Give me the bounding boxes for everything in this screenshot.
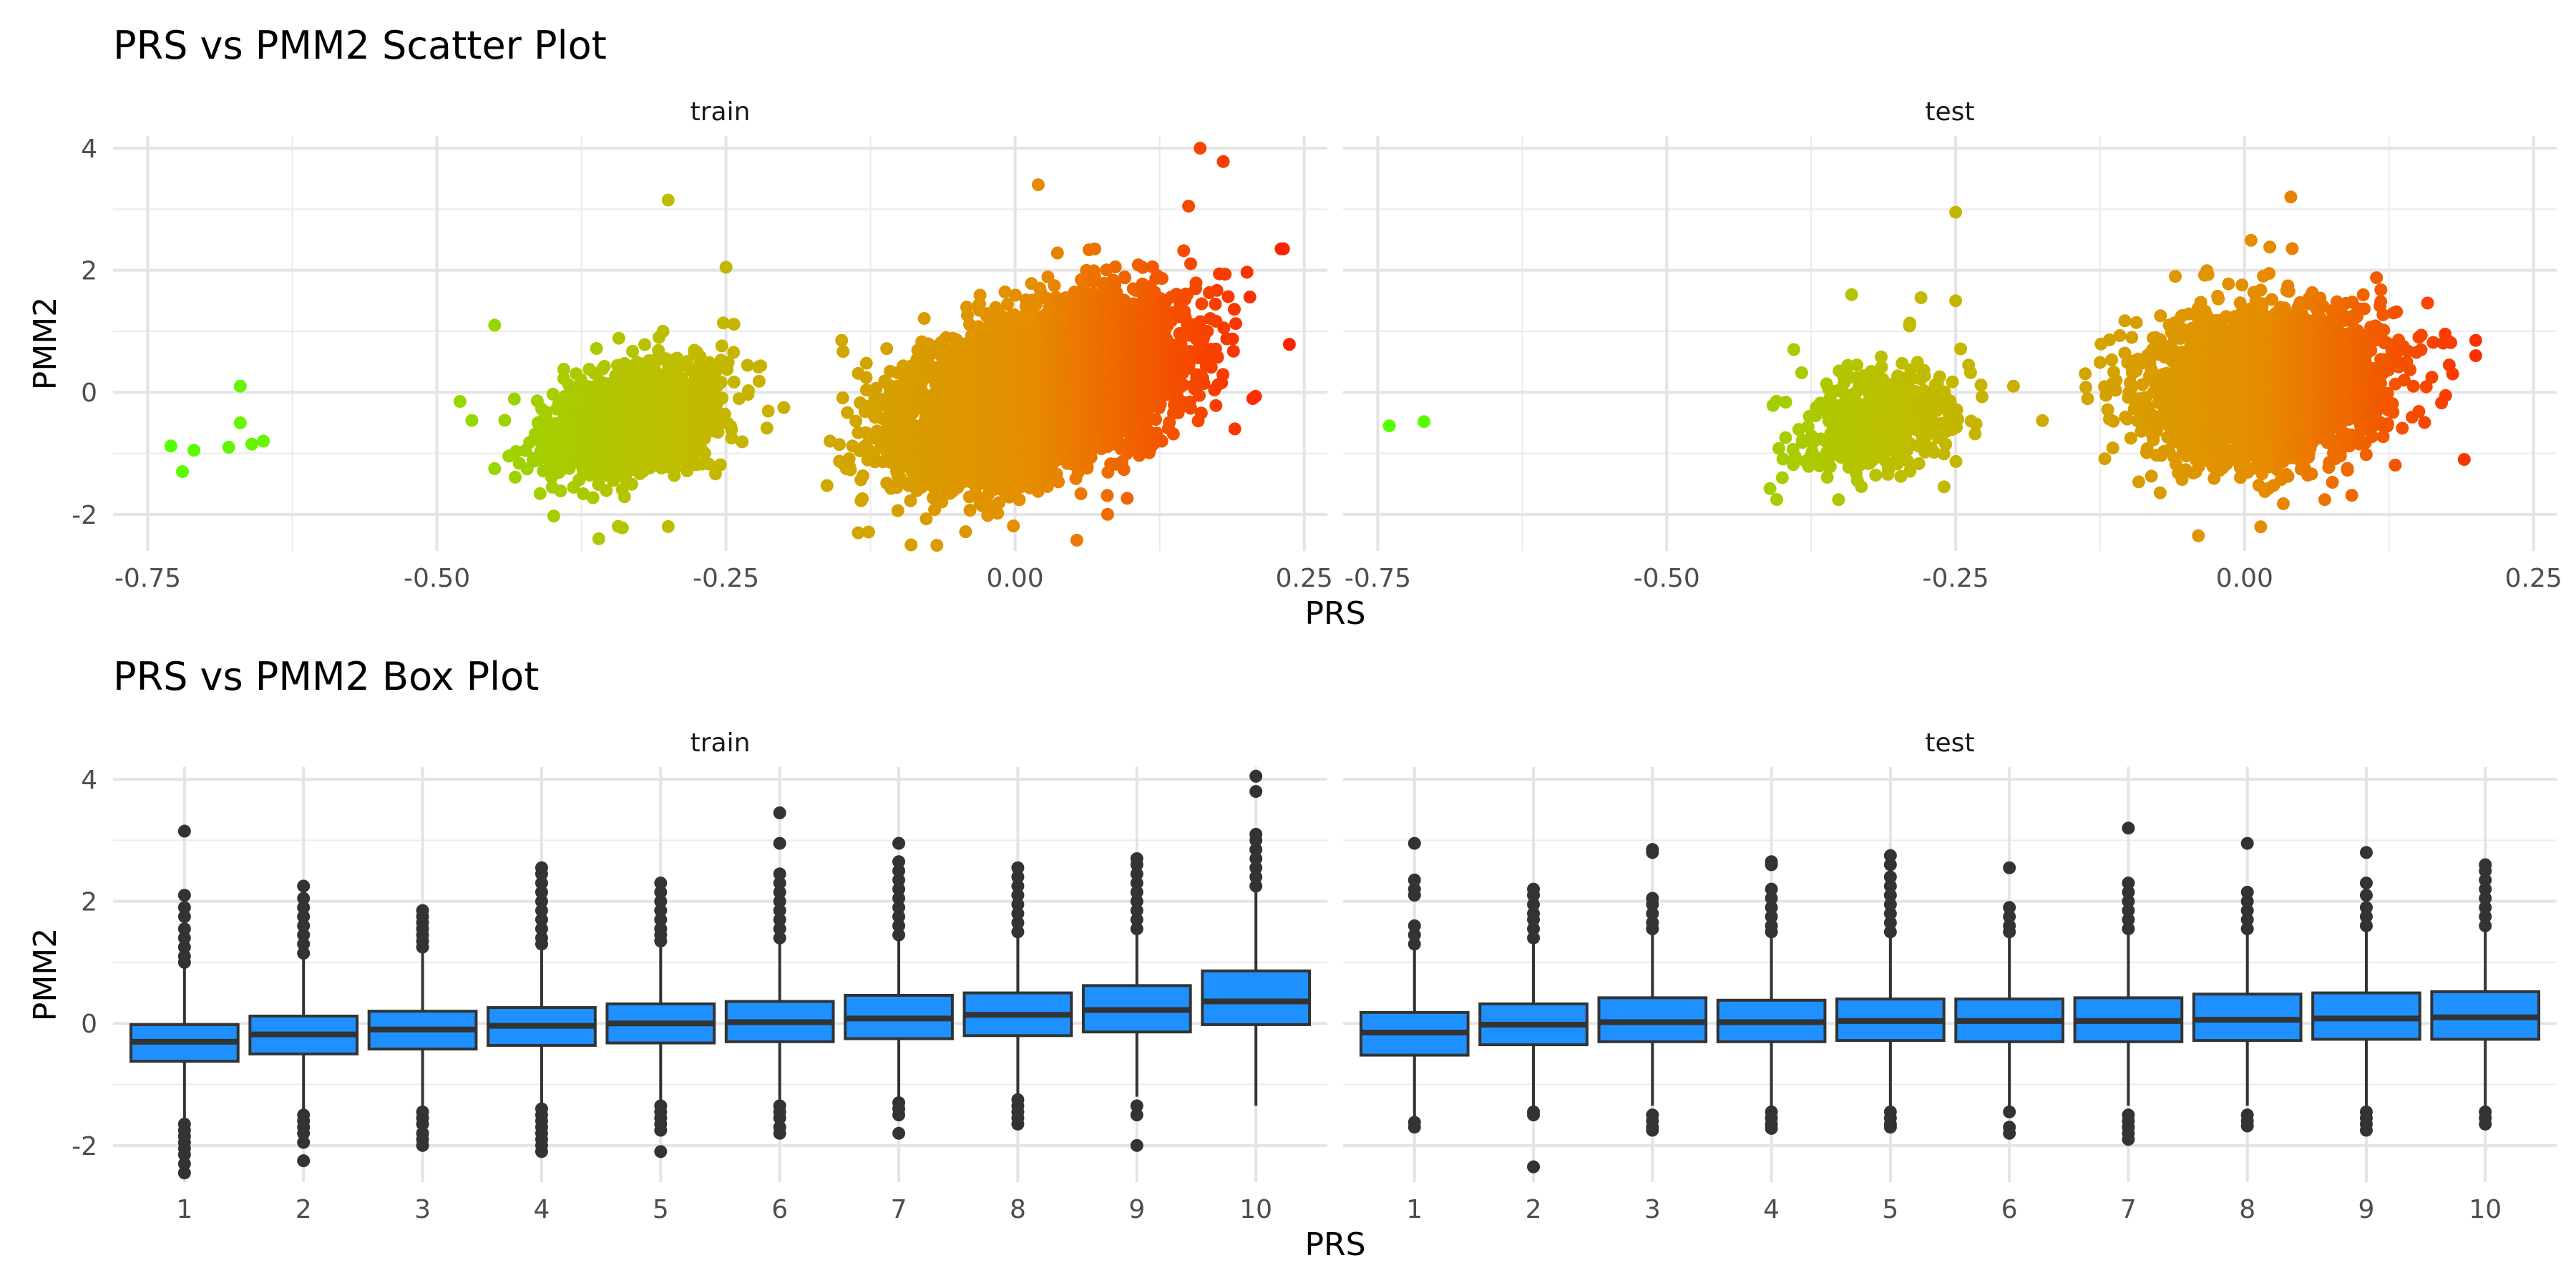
scatter-point (223, 441, 235, 454)
scatter-point (720, 260, 733, 273)
scatter-point (613, 332, 625, 345)
scatter-point (587, 492, 600, 504)
scatter-point (657, 325, 670, 338)
scatter-point (856, 492, 869, 505)
scatter-point (857, 469, 869, 482)
scatter-point (590, 342, 603, 355)
scatter-point (833, 438, 846, 451)
scatter-point (836, 391, 849, 404)
scatter-point (753, 375, 766, 388)
scatter-point (488, 462, 501, 475)
scatter-point (930, 539, 943, 552)
scatter-point (880, 342, 893, 355)
x-tick-label: -0.75 (114, 564, 181, 593)
scatter-point (547, 509, 560, 522)
strip-label: train (691, 97, 751, 127)
scatter-point (849, 415, 862, 428)
scatter-title: PRS vs PMM2 Scatter Plot (113, 23, 607, 68)
scatter-point (754, 359, 767, 372)
scatter-point (234, 416, 247, 429)
scatter-point (727, 346, 740, 358)
y-tick-label: -2 (72, 501, 97, 530)
scatter-y-axis-label: PMM2 (27, 297, 64, 390)
scatter-point (1007, 519, 1020, 532)
x-tick-label: -0.25 (693, 564, 759, 593)
scatter-point (498, 414, 511, 426)
scatter-point (844, 464, 857, 477)
scatter-point (835, 334, 848, 347)
y-tick-label: 0 (81, 379, 97, 408)
scatter-point (836, 345, 849, 358)
scatter-point (626, 345, 639, 358)
scatter-point (715, 376, 728, 389)
scatter-point (616, 522, 629, 535)
scatter-point (821, 479, 834, 492)
scatter-point (625, 478, 638, 491)
scatter-point (974, 289, 987, 302)
scatter-point (534, 487, 547, 500)
scatter-point (187, 444, 200, 457)
scatter-point (741, 359, 754, 372)
scatter-point (736, 435, 748, 448)
scatter-point (257, 435, 270, 448)
scatter-point (714, 459, 727, 472)
scatter-point (176, 465, 189, 478)
scatter-point (508, 393, 521, 406)
scatter-point (245, 438, 258, 451)
scatter-point (728, 318, 741, 331)
y-tick-label: 2 (81, 257, 97, 286)
scatter-point (618, 490, 631, 503)
scatter-point (488, 318, 501, 331)
scatter-point (742, 384, 755, 397)
figure-background (0, 0, 2576, 1288)
scatter-point (454, 395, 467, 408)
scatter-point (662, 520, 675, 533)
scatter-point (662, 194, 675, 207)
scatter-point (165, 439, 177, 452)
x-tick-label: 0.25 (1276, 564, 1333, 593)
scatter-point (592, 532, 605, 545)
scatter-point (892, 504, 904, 517)
scatter-point (638, 338, 651, 351)
figure: PRS vs PMM2 Scatter Plot PRS PMM2 train -… (0, 0, 2576, 1288)
scatter-point (465, 414, 478, 427)
scatter-point (716, 391, 728, 404)
scatter-point (904, 539, 917, 552)
scatter-point (761, 421, 774, 434)
scatter-point (557, 363, 570, 376)
scatter-point (762, 405, 775, 418)
y-tick-label: 4 (81, 135, 97, 164)
scatter-point (555, 484, 567, 497)
scatter-point (716, 339, 728, 352)
x-tick-label: -0.50 (404, 564, 470, 593)
x-tick-label: 0.00 (987, 564, 1044, 593)
scatter-x-axis-label: PRS (1304, 595, 1365, 632)
scatter-point (777, 401, 790, 414)
scatter-point (234, 380, 247, 393)
scatter-point (862, 526, 875, 539)
scatter-point (728, 376, 741, 389)
scatter-point (860, 371, 873, 384)
scatter-point (860, 357, 873, 370)
scatter-point (960, 525, 972, 538)
scatter-point (1013, 493, 1026, 506)
scatter-point (598, 360, 611, 373)
scatter-point (918, 312, 931, 325)
scatter-point (509, 471, 522, 484)
